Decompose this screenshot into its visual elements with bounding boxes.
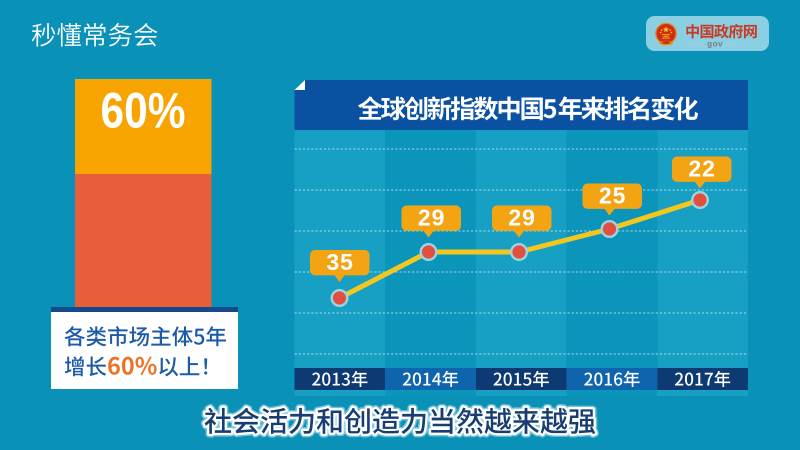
svg-text:22: 22 xyxy=(688,156,716,182)
svg-text:60%: 60% xyxy=(101,83,186,139)
svg-text:www.gov.cn: www.gov.cn xyxy=(685,40,735,49)
svg-text:29: 29 xyxy=(508,205,536,231)
svg-text:29: 29 xyxy=(418,205,446,231)
svg-text:35: 35 xyxy=(326,249,354,275)
svg-text:25: 25 xyxy=(599,183,627,209)
